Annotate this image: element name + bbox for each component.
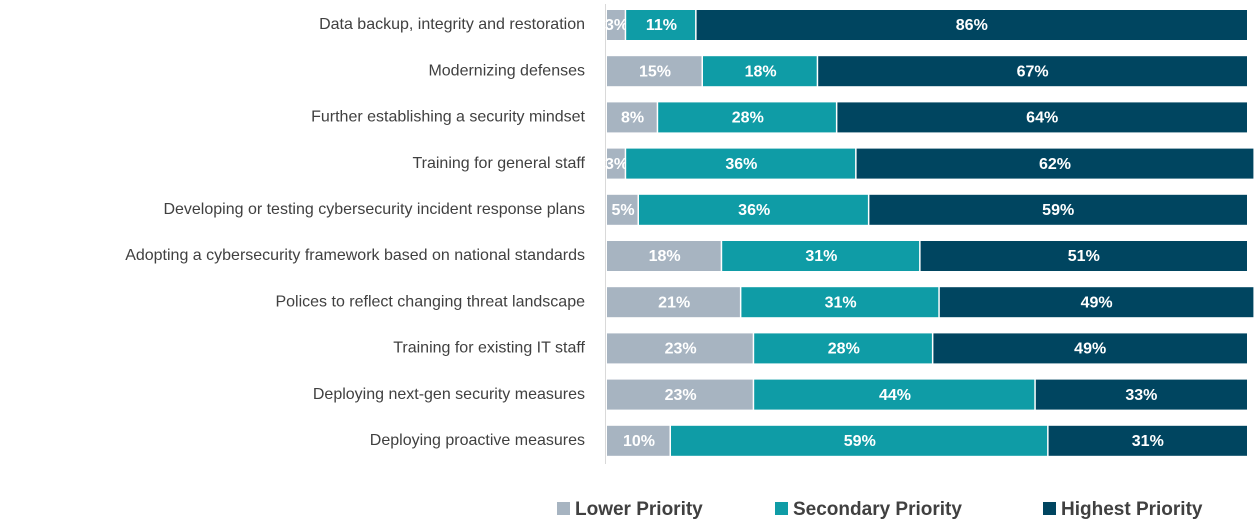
- category-label: Polices to reflect changing threat lands…: [275, 293, 585, 310]
- bar-segment: [658, 102, 836, 133]
- value-label: 33%: [1125, 387, 1157, 404]
- legend-swatch: [1043, 502, 1056, 515]
- value-label: 59%: [1042, 202, 1074, 219]
- category-label: Training for existing IT staff: [393, 340, 585, 357]
- bar-segment: [754, 379, 1035, 410]
- value-label: 49%: [1074, 341, 1106, 358]
- value-label: 44%: [879, 387, 911, 404]
- bar-segment: [722, 241, 920, 271]
- bar-segment: [607, 194, 638, 225]
- value-label: 11%: [646, 17, 677, 34]
- legend-label: Secondary Priority: [793, 499, 962, 520]
- bar-segment: [607, 241, 721, 271]
- bar-segment: [869, 194, 1247, 225]
- value-label: 64%: [1026, 110, 1058, 127]
- legend-label: Highest Priority: [1061, 499, 1203, 520]
- value-label: 15%: [639, 63, 671, 80]
- value-label: 10%: [623, 433, 655, 450]
- value-label: 31%: [1132, 433, 1164, 450]
- value-label: 67%: [1017, 63, 1049, 80]
- value-label: 86%: [956, 17, 988, 34]
- bar-segment: [1048, 425, 1247, 456]
- bar-segment: [818, 56, 1247, 87]
- value-label: 21%: [658, 294, 690, 311]
- category-label: Modernizing defenses: [428, 62, 585, 79]
- bar-segment: [626, 10, 696, 40]
- bar-segment: [671, 425, 1048, 456]
- bar-segment: [607, 56, 702, 87]
- bar-segment: [607, 287, 740, 318]
- category-label: Deploying next-gen security measures: [313, 386, 585, 403]
- bar-segment: [703, 56, 817, 87]
- value-label: 51%: [1068, 248, 1100, 265]
- category-label: Data backup, integrity and restoration: [319, 16, 585, 33]
- value-label: 18%: [649, 248, 681, 265]
- legend-label: Lower Priority: [575, 499, 703, 520]
- bar-segment: [607, 333, 753, 364]
- bar-segment: [607, 425, 670, 456]
- value-label: 28%: [732, 110, 764, 127]
- bar-segment: [607, 148, 625, 179]
- bar-segment: [741, 287, 939, 318]
- bar-segment: [754, 333, 932, 364]
- bar-segment: [1035, 379, 1247, 410]
- value-label: 36%: [738, 202, 770, 219]
- value-label: 3%: [605, 17, 628, 34]
- legend-swatch: [775, 502, 788, 515]
- bar-segment: [607, 379, 753, 410]
- category-label: Adopting a cybersecurity framework based…: [125, 247, 585, 264]
- bar-segment: [696, 10, 1247, 40]
- bar-segment: [607, 102, 657, 133]
- bar-segment: [939, 287, 1254, 318]
- legend-swatch: [557, 502, 570, 515]
- bar-segment: [639, 194, 868, 225]
- value-label: 62%: [1039, 156, 1071, 173]
- value-label: 49%: [1081, 294, 1113, 311]
- value-label: 59%: [844, 433, 876, 450]
- value-label: 36%: [725, 156, 757, 173]
- value-label: 31%: [805, 248, 837, 265]
- category-label: Developing or testing cybersecurity inci…: [163, 201, 585, 218]
- bar-segment: [920, 241, 1247, 271]
- bar-segment: [837, 102, 1247, 133]
- category-label: Deploying proactive measures: [370, 432, 585, 449]
- category-label: Training for general staff: [412, 155, 585, 172]
- value-label: 3%: [605, 156, 628, 173]
- value-label: 23%: [665, 341, 697, 358]
- bar-segment: [933, 333, 1247, 364]
- value-label: 18%: [745, 63, 777, 80]
- value-label: 8%: [621, 110, 644, 127]
- bar-segment: [607, 10, 625, 40]
- value-label: 5%: [611, 202, 634, 219]
- bar-segment: [626, 148, 856, 179]
- value-label: 28%: [828, 341, 860, 358]
- value-label: 31%: [825, 294, 857, 311]
- bar-segment: [856, 148, 1254, 179]
- category-label: Further establishing a security mindset: [311, 109, 585, 126]
- value-label: 23%: [665, 387, 697, 404]
